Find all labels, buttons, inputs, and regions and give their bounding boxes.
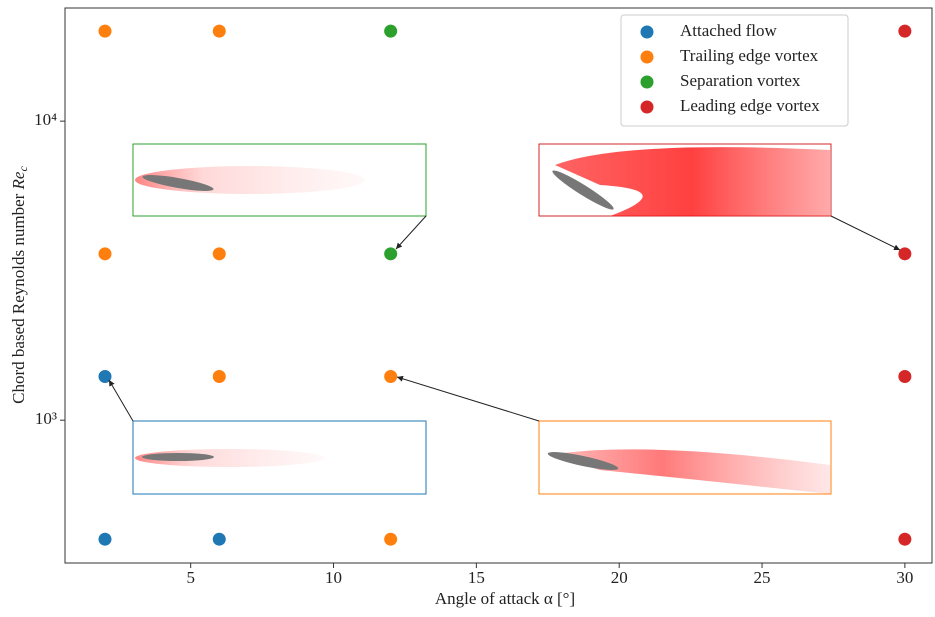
point	[98, 24, 112, 38]
wake	[550, 449, 830, 494]
y-tick-label: 10⁴	[34, 110, 57, 129]
legend-label: Trailing edge vortex	[680, 46, 819, 65]
point	[898, 369, 912, 383]
y-tick-label: 10³	[35, 409, 57, 428]
x-tick-label: 10	[325, 568, 342, 587]
arrow	[108, 379, 134, 422]
legend-marker	[640, 50, 654, 64]
y-label-subscript: c	[16, 166, 30, 172]
point	[384, 532, 398, 546]
x-tick-label: 15	[468, 568, 485, 587]
x-axis-label: Angle of attack α [°]	[435, 589, 575, 608]
arrow	[395, 215, 427, 250]
inset-leading	[538, 143, 832, 217]
inset-trailing	[538, 420, 832, 495]
arrow	[830, 215, 901, 251]
y-axis-label: Chord based Reynolds number Rec	[9, 166, 30, 404]
airfoil	[552, 170, 614, 210]
inset-attached	[132, 420, 427, 495]
point	[212, 532, 226, 546]
point	[98, 369, 112, 383]
point	[898, 24, 912, 38]
legend-frame	[620, 14, 849, 127]
plot-frame	[64, 7, 933, 564]
inset-separation	[132, 143, 427, 217]
airfoil	[547, 452, 619, 470]
point	[212, 24, 226, 38]
legend-marker	[640, 25, 654, 39]
y-label-text: Chord based Reynolds number	[9, 193, 28, 403]
legend-label: Separation vortex	[680, 71, 801, 90]
insets	[108, 143, 901, 495]
y-label-symbol: Re	[9, 171, 28, 190]
airfoil	[142, 453, 214, 461]
point	[212, 369, 226, 383]
legend-marker	[640, 100, 654, 114]
airfoil	[142, 175, 214, 191]
legend-marker	[640, 75, 654, 89]
point	[98, 247, 112, 261]
marks	[98, 24, 912, 546]
legend: Attached flow Trailing edge vortex Separat…	[620, 14, 849, 127]
point	[384, 247, 398, 261]
legend-label: Attached flow	[680, 21, 777, 40]
x-tick-label: 20	[611, 568, 628, 587]
point	[898, 247, 912, 261]
point	[212, 247, 226, 261]
point	[384, 369, 398, 383]
point	[898, 532, 912, 546]
x-tick-label: 30	[896, 568, 913, 587]
wake	[555, 147, 830, 216]
x-tick-label: 5	[186, 568, 195, 587]
point	[384, 24, 398, 38]
x-tick-label: 25	[754, 568, 771, 587]
point	[98, 532, 112, 546]
legend-label: Leading edge vortex	[680, 96, 820, 115]
arrow	[396, 375, 540, 422]
